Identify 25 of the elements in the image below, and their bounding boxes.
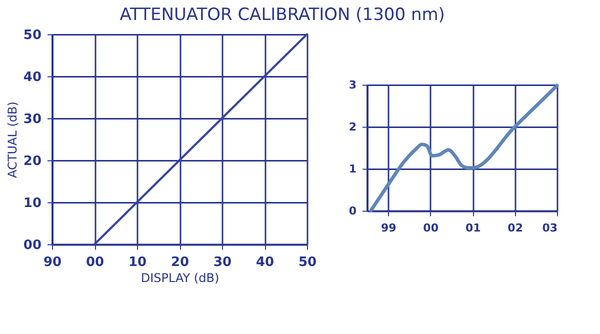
x-tick-label: 02: [508, 221, 523, 234]
y-tick-label: 20: [23, 154, 42, 169]
x-tick-label: 01: [465, 221, 481, 234]
x-tick-label: 10: [128, 254, 147, 270]
x-axis-title: DISPLAY (dB): [140, 270, 220, 285]
x-tick-label: 99: [380, 221, 396, 234]
x-tick-label: 03: [542, 221, 558, 234]
x-tick-label: 90: [43, 254, 62, 270]
x-tick-label: 30: [213, 254, 232, 270]
y-tick-label: 3: [348, 78, 356, 92]
x-tick-label: 40: [256, 254, 274, 270]
x-tick-label: 20: [170, 254, 190, 270]
x-tick-label: 00: [86, 254, 104, 270]
y-tick-label: 00: [23, 238, 42, 253]
x-tick-label: 00: [423, 221, 439, 234]
y-tick-label: 40: [23, 70, 42, 85]
y-axis-title: ACTUAL (dB): [5, 102, 20, 178]
y-tick-label: 50: [23, 28, 42, 43]
y-tick-label: 10: [23, 196, 42, 211]
chart-title: ATTENUATOR CALIBRATION (1300 nm): [120, 4, 445, 25]
y-tick-label: 1: [348, 162, 356, 176]
y-tick-label: 0: [348, 204, 357, 218]
x-tick-label: 50: [298, 254, 317, 270]
y-tick-label: 30: [23, 112, 42, 127]
y-tick-label: 2: [348, 120, 356, 134]
